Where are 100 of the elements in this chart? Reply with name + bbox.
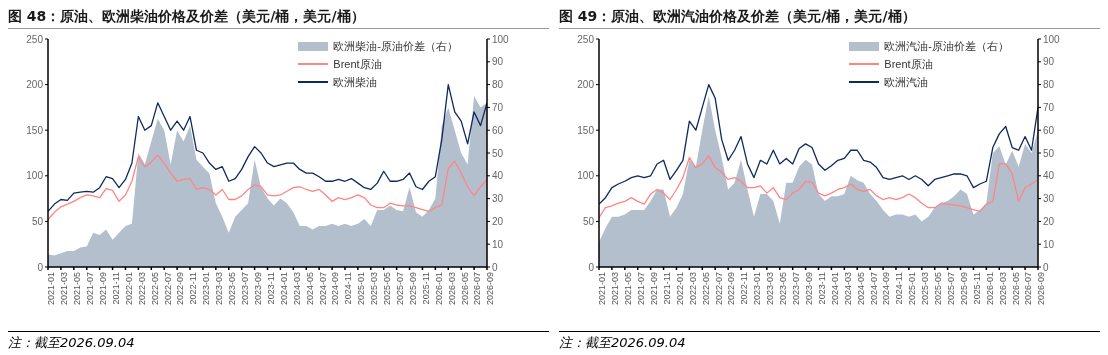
x-tick-label: 2023-03: [765, 272, 776, 306]
y2-tick-label: 70: [492, 101, 504, 113]
x-tick-label: 2024-03: [291, 272, 302, 306]
x-tick-label: 2022-09: [175, 272, 186, 306]
x-tick-label: 2026-01: [433, 272, 444, 306]
y-tick-label: 200: [577, 79, 595, 91]
x-tick-label: 2025-11: [971, 272, 982, 305]
x-tick-label: 2022-03: [136, 272, 147, 306]
x-tick-label: 2022-03: [687, 272, 698, 306]
y2-tick-label: 40: [492, 170, 504, 182]
text: 注：截至2026.09.04: [8, 331, 549, 352]
x-tick-label: 2021-11: [661, 272, 672, 305]
x-tick-label: 2025-09: [407, 272, 418, 306]
y2-tick-label: 50: [492, 147, 504, 159]
y-tick-label: 200: [26, 79, 44, 91]
y2-tick-label: 10: [1043, 238, 1055, 250]
x-tick-label: 2025-11: [420, 272, 431, 305]
x-tick-label: 2024-05: [304, 272, 315, 306]
legend-label: 欧洲柴油: [333, 75, 378, 90]
x-tick-label: 2022-11: [188, 272, 199, 305]
x-tick-label: 2024-11: [894, 272, 905, 305]
y2-tick-label: 90: [1043, 56, 1055, 68]
legend-label: 欧洲汽油-原油价差（右）: [884, 39, 1009, 54]
legend-label: Brent原油: [333, 57, 382, 72]
y2-tick-label: 100: [492, 33, 510, 45]
chart-title: 图 48：原油、欧洲柴油价格及价差（美元/桶，美元/桶）: [8, 8, 549, 29]
x-tick-label: 2023-09: [803, 272, 814, 306]
line-series: [48, 154, 487, 221]
x-tick-label: 2021-01: [597, 272, 608, 306]
x-tick-label: 2023-01: [201, 272, 212, 306]
y-tick-label: 100: [577, 170, 595, 182]
x-tick-label: 2026-07: [472, 272, 483, 306]
x-tick-label: 2024-09: [881, 272, 892, 306]
x-tick-label: 2026-05: [459, 272, 470, 306]
y2-tick-label: 80: [1043, 79, 1055, 91]
y2-tick-label: 100: [1043, 33, 1061, 45]
x-tick-label: 2024-05: [855, 272, 866, 306]
y-tick-label: 50: [31, 215, 44, 227]
x-tick-label: 2023-03: [214, 272, 225, 306]
x-tick-label: 2023-09: [252, 272, 263, 306]
y2-tick-label: 40: [1043, 170, 1055, 182]
x-tick-label: 2026-05: [1010, 272, 1021, 306]
x-tick-label: 2021-03: [59, 272, 70, 306]
y2-tick-label: 50: [1043, 147, 1055, 159]
x-tick-label: 2024-11: [343, 272, 354, 305]
y2-tick-label: 0: [1043, 261, 1049, 273]
y-tick-label: 150: [26, 124, 44, 136]
x-tick-label: 2024-01: [829, 272, 840, 306]
x-tick-label: 2026-07: [1023, 272, 1034, 306]
x-tick-label: 2022-09: [726, 272, 737, 306]
x-tick-label: 2022-01: [123, 272, 134, 306]
x-tick-label: 2023-07: [791, 272, 802, 306]
x-tick-label: 2022-11: [739, 272, 750, 305]
x-tick-label: 2022-05: [700, 272, 711, 306]
x-tick-label: 2022-07: [162, 272, 173, 306]
y2-tick-label: 90: [492, 56, 504, 68]
x-tick-label: 2023-01: [752, 272, 763, 306]
legend-label: 欧洲柴油-原油价差（右）: [333, 39, 458, 54]
y-tick-label: 0: [588, 261, 595, 273]
x-tick-label: 2025-05: [382, 272, 393, 306]
y2-tick-label: 60: [1043, 124, 1055, 136]
x-tick-label: 2025-07: [946, 272, 957, 306]
x-tick-label: 2026-01: [984, 272, 995, 306]
y-tick-label: 150: [577, 124, 595, 136]
x-tick-label: 2024-07: [868, 272, 879, 306]
y2-tick-label: 70: [1043, 101, 1055, 113]
x-tick-label: 2022-01: [674, 272, 685, 306]
y-tick-label: 50: [582, 215, 595, 227]
chart-title: 图 49：原油、欧洲汽油价格及价差（美元/桶，美元/桶）: [559, 8, 1100, 29]
x-tick-label: 2025-09: [958, 272, 969, 306]
x-tick-label: 2026-09: [1036, 272, 1047, 306]
y2-tick-label: 10: [492, 238, 504, 250]
x-tick-label: 2025-03: [369, 272, 380, 306]
x-tick-label: 2021-07: [636, 272, 647, 306]
x-tick-label: 2025-07: [395, 272, 406, 306]
x-tick-label: 2023-11: [816, 272, 827, 305]
x-tick-label: 2025-03: [920, 272, 931, 306]
x-tick-label: 2021-07: [85, 272, 96, 306]
x-tick-label: 2025-01: [356, 272, 367, 306]
y-tick-label: 0: [37, 261, 44, 273]
x-tick-label: 2023-11: [265, 272, 276, 305]
x-tick-label: 2021-09: [649, 272, 660, 306]
x-tick-label: 2022-07: [713, 272, 724, 306]
x-tick-label: 2021-09: [98, 272, 109, 306]
x-tick-label: 2021-05: [72, 272, 83, 306]
y2-tick-label: 20: [492, 215, 504, 227]
x-tick-label: 2021-01: [46, 272, 57, 306]
x-tick-label: 2026-03: [997, 272, 1008, 306]
y2-tick-label: 30: [1043, 193, 1055, 205]
x-tick-label: 2024-09: [330, 272, 341, 306]
legend-label: Brent原油: [884, 57, 933, 72]
x-tick-label: 2026-03: [446, 272, 457, 306]
x-tick-label: 2021-11: [110, 272, 121, 305]
x-tick-label: 2021-03: [610, 272, 621, 306]
y2-tick-label: 0: [492, 261, 498, 273]
y2-tick-label: 80: [492, 79, 504, 91]
x-tick-label: 2026-09: [485, 272, 496, 306]
y2-tick-label: 20: [1043, 215, 1055, 227]
x-tick-label: 2025-01: [907, 272, 918, 306]
y-tick-label: 250: [577, 33, 595, 45]
